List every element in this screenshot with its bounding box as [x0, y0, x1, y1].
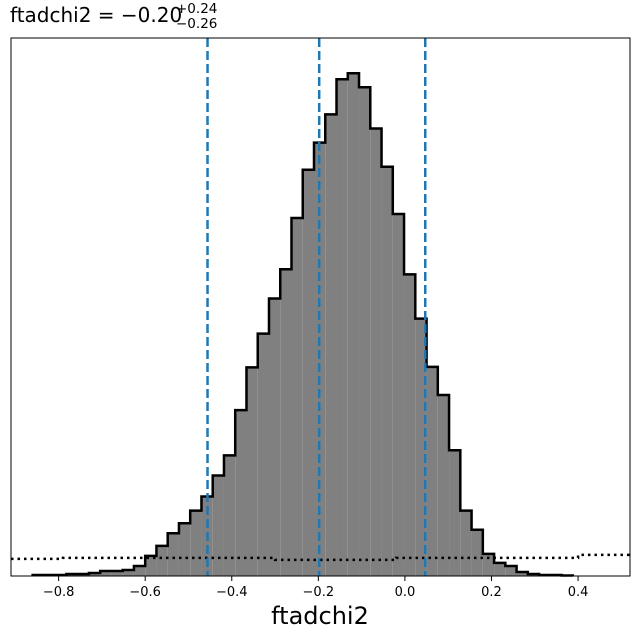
histogram-bar [111, 570, 123, 576]
histogram-bar [268, 298, 281, 576]
prior-line [11, 553, 630, 562]
histogram-bar [359, 87, 371, 576]
title-subscript: −0.26 [176, 16, 217, 32]
histogram-bar [505, 565, 517, 576]
histogram-bar [314, 142, 326, 576]
histogram-bar [370, 128, 382, 576]
histogram-bar [156, 545, 168, 576]
histogram-bar [257, 333, 269, 576]
histogram-bar [449, 450, 461, 576]
x-tick-label: −0.4 [216, 585, 248, 600]
histogram-bar [347, 73, 360, 576]
histogram-bar [460, 510, 472, 576]
histogram-bar [212, 475, 224, 576]
histogram-bar [88, 572, 101, 576]
histogram-bar [426, 366, 438, 576]
x-tick-label: 0.2 [481, 585, 502, 600]
histogram-bar [392, 213, 405, 576]
histogram-bar [167, 533, 179, 576]
histogram-bar [190, 510, 202, 576]
histogram-bar [100, 570, 112, 576]
x-axis-ticks: −0.8 −0.6 −0.4 −0.2 0.0 0.2 0.4 [43, 576, 589, 600]
prior-dotted-line [11, 553, 630, 562]
histogram-bar [381, 166, 393, 576]
histogram-bar [178, 523, 191, 576]
histogram-bar [223, 455, 236, 576]
histogram-bar [404, 274, 416, 576]
histogram-bar [145, 555, 157, 576]
histogram [31, 71, 575, 577]
histogram-bar [471, 529, 483, 576]
x-tick-label: −0.8 [43, 585, 75, 600]
histogram-bar [235, 410, 247, 576]
histogram-bar [516, 571, 528, 576]
histogram-bar [133, 565, 146, 576]
title-main-text: ftadchi2 = −0.20 [10, 3, 182, 27]
chart-title: ftadchi2 = −0.20 +0.24 −0.26 [10, 1, 217, 32]
histogram-bar [325, 114, 337, 576]
x-tick-label: −0.2 [303, 585, 335, 600]
histogram-bar [482, 553, 495, 576]
x-tick-label: 0.4 [568, 585, 589, 600]
title-superscript: +0.24 [176, 1, 217, 17]
histogram-bar [246, 367, 258, 576]
x-axis-label: ftadchi2 [271, 602, 369, 630]
histogram-outline [31, 71, 575, 577]
x-tick-label: −0.6 [129, 585, 161, 600]
histogram-bar [291, 218, 303, 577]
quantile-lines [206, 38, 427, 576]
plot-frame [10, 37, 631, 577]
histogram-bar [415, 318, 427, 576]
histogram-bar [302, 169, 315, 577]
histogram-bar [494, 562, 506, 576]
histogram-bar [437, 394, 450, 576]
histogram-bar [280, 269, 292, 576]
histogram-bar [336, 79, 348, 576]
histogram-bar [122, 569, 134, 576]
x-tick-label: 0.0 [395, 585, 416, 600]
